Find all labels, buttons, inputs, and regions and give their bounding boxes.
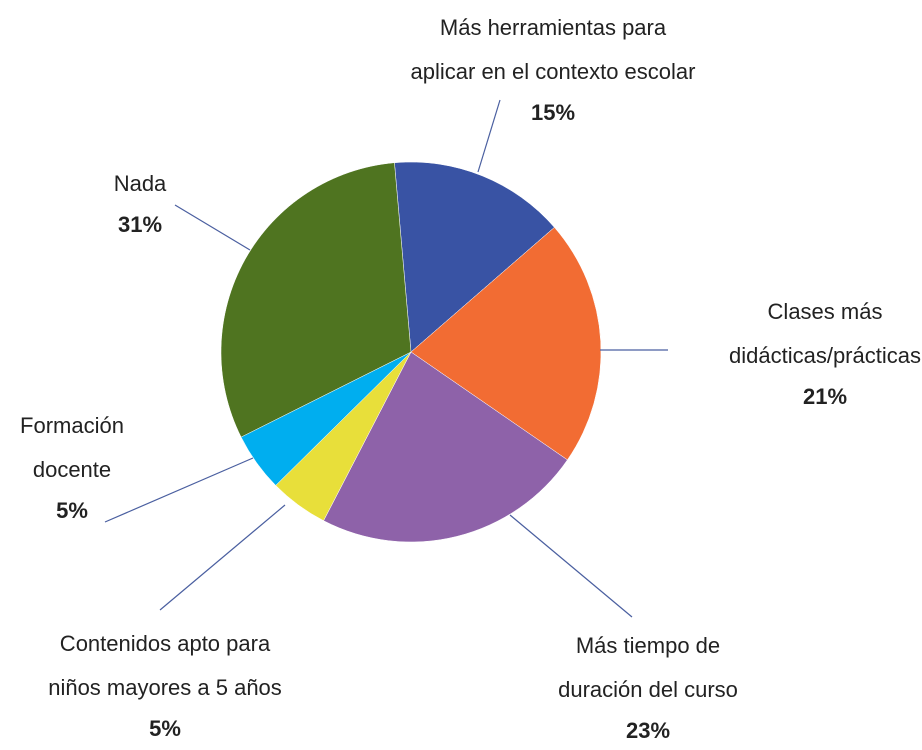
category-label: Contenidos apto para niños mayores a 5 a… [48, 631, 282, 700]
leader-line [509, 514, 633, 618]
leader-line [159, 504, 286, 611]
slice-label: Clases más didácticas/prácticas 21% [729, 290, 921, 416]
leader-line [104, 457, 254, 523]
category-label: Clases más didácticas/prácticas [729, 299, 921, 368]
slice-label: Más herramientas para aplicar en el cont… [411, 6, 696, 132]
category-label: Más tiempo de duración del curso [558, 633, 738, 702]
slice-label: Contenidos apto para niños mayores a 5 a… [48, 622, 282, 748]
value-label: 23% [625, 718, 671, 743]
pie-slice [410, 226, 602, 461]
value-label: 15% [530, 100, 576, 125]
pie-slice [220, 162, 412, 438]
category-label: Nada [113, 171, 167, 196]
category-label: Más herramientas para aplicar en el cont… [410, 15, 696, 84]
chart: Más herramientas para aplicar en el cont… [20, 6, 921, 743]
slice-label: Más tiempo de duración del curso 23% [558, 624, 738, 750]
value-label: 5% [56, 498, 88, 523]
value-label: 31% [117, 212, 163, 237]
value-label: 21% [802, 384, 848, 409]
pie-slice [323, 351, 568, 543]
value-label: 5% [149, 716, 181, 741]
leader-line [477, 99, 501, 173]
pie-slice [394, 161, 555, 353]
leader-line [174, 204, 251, 251]
slice-label: Nada 31% [114, 162, 167, 244]
pie-canvas [104, 99, 668, 618]
slice-label: Formación docente 5% [20, 404, 124, 530]
category-label: Formación docente [20, 413, 124, 482]
